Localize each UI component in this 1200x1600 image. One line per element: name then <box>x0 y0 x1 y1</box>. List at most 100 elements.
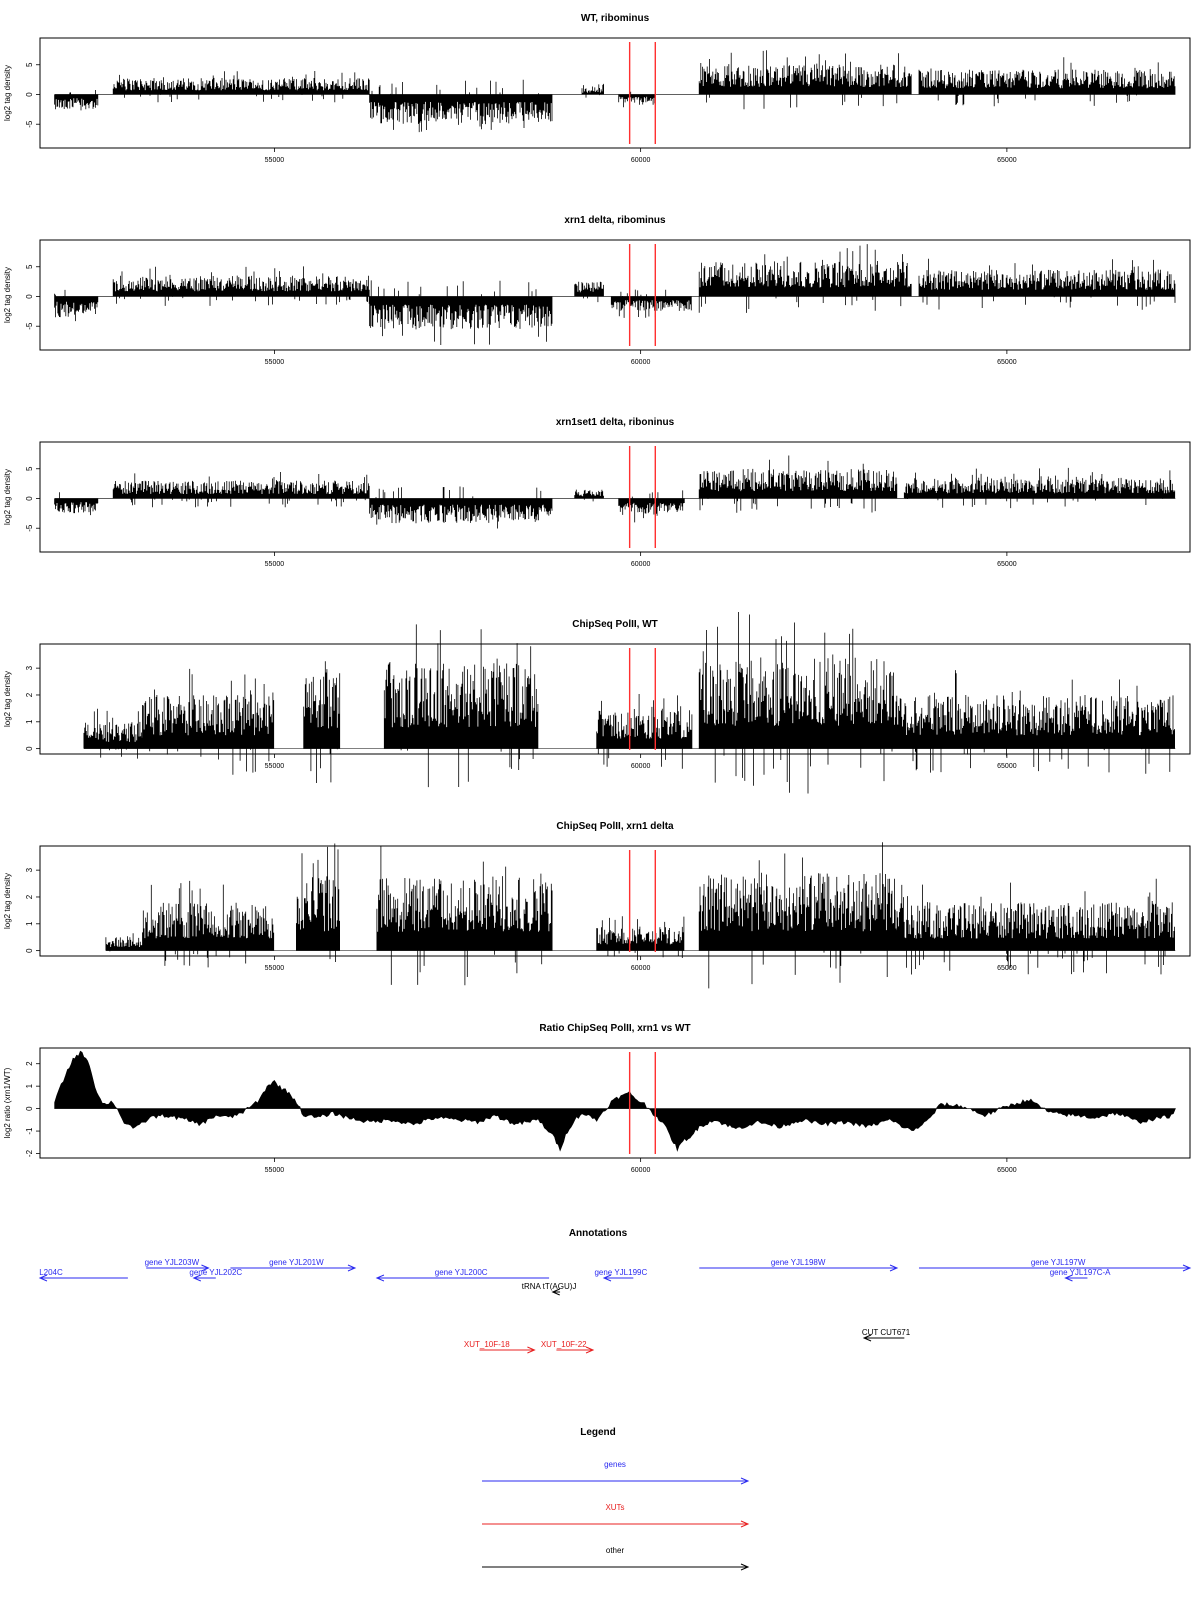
legend-arrow <box>482 1520 750 1528</box>
feature-arrow <box>862 1334 905 1342</box>
legend-entries: genes XUTs other <box>482 1460 750 1571</box>
data-marks <box>54 455 1176 529</box>
panel-title: xrn1 delta, ribominus <box>564 215 666 226</box>
feature-label: gene YJL201W <box>269 1258 324 1267</box>
x-tick-label: 55000 <box>265 157 285 164</box>
y-axis-label: log2 tag density <box>3 671 12 727</box>
y-tick-label: -5 <box>25 524 34 532</box>
panel-title: ChipSeq PolII, xrn1 delta <box>556 821 674 832</box>
feature-arrow <box>230 1264 357 1272</box>
track-panel-0: WT, ribominus log2 tag density -5 0 5 55000 60… <box>3 13 1191 164</box>
feature-arrow <box>192 1274 216 1282</box>
y-tick-label: 2 <box>25 1061 34 1066</box>
density-bars <box>54 50 1176 133</box>
data-marks <box>105 842 1176 989</box>
track-panel-1: xrn1 delta, ribominus log2 tag density -5 0… <box>3 215 1191 366</box>
y-axis-label: log2 tag density <box>3 469 12 525</box>
y-tick-label: 1 <box>25 1083 34 1088</box>
x-tick-label: 65000 <box>997 359 1017 366</box>
plot-frame <box>39 1047 1191 1159</box>
density-bars <box>105 842 1175 989</box>
feature-label: gene YJL199C <box>594 1268 647 1277</box>
plot-frame <box>39 643 1191 755</box>
y-tick-label: -5 <box>25 120 34 128</box>
plot-frame <box>39 441 1191 553</box>
plot-frame <box>39 239 1191 351</box>
x-tick-label: 65000 <box>997 965 1017 972</box>
feature-label: CUT CUT671 <box>862 1328 911 1337</box>
x-tick-label: 65000 <box>997 157 1017 164</box>
legend-arrow <box>482 1477 750 1485</box>
feature-arrow <box>699 1264 899 1272</box>
feature-arrow <box>602 1274 634 1282</box>
density-bars <box>54 455 1176 529</box>
y-tick-label: 1 <box>25 719 34 724</box>
feature-label: tRNA tT(AGU)J <box>522 1282 577 1291</box>
x-tick-label: 55000 <box>265 1167 285 1174</box>
feature-arrow <box>375 1274 550 1282</box>
y-tick-label: 0 <box>25 294 34 299</box>
feature-label: gene YJL202C <box>189 1268 242 1277</box>
x-tick-label: 60000 <box>631 157 651 164</box>
y-tick-label: 0 <box>25 92 34 97</box>
feature-label: gene YJL197C-A <box>1050 1268 1111 1277</box>
y-tick-label: 0 <box>25 496 34 501</box>
panel-title: xrn1set1 delta, riboninus <box>556 417 675 428</box>
track-panel-2: xrn1set1 delta, riboninus log2 tag densit… <box>3 417 1191 568</box>
x-tick-label: 60000 <box>631 763 651 770</box>
panel-title: ChipSeq PolII, WT <box>572 619 658 630</box>
data-marks <box>54 244 1176 345</box>
x-tick-label: 60000 <box>631 965 651 972</box>
x-tick-label: 55000 <box>265 561 285 568</box>
data-marks <box>54 1050 1176 1152</box>
feature-label: XUT_10F-18 <box>464 1340 510 1349</box>
legend-label: XUTs <box>605 1503 624 1512</box>
track-panel-5: Ratio ChipSeq PolII, xrn1 vs WT log2 rati… <box>3 1023 1191 1174</box>
y-tick-label: 1 <box>25 921 34 926</box>
track-panel-3: ChipSeq PolII, WT log2 tag density 0 1 2 3 550… <box>3 612 1191 794</box>
feature-arrow <box>479 1346 536 1354</box>
data-marks <box>54 50 1176 133</box>
x-tick-label: 65000 <box>997 1167 1017 1174</box>
legend-title: Legend <box>580 1427 616 1438</box>
y-tick-label: -5 <box>25 322 34 330</box>
plot-frame <box>39 37 1191 149</box>
feature-arrow <box>38 1274 128 1282</box>
feature-label: gene YJL203W <box>145 1258 200 1267</box>
x-tick-label: 65000 <box>997 763 1017 770</box>
y-tick-label: 5 <box>25 466 34 471</box>
y-axis-label: log2 tag density <box>3 65 12 121</box>
y-tick-label: 0 <box>25 746 34 751</box>
y-tick-label: 2 <box>25 692 34 697</box>
feature-label: gene YJL197W <box>1031 1258 1086 1267</box>
y-tick-label: 3 <box>25 665 34 670</box>
feature-arrow <box>1064 1274 1088 1282</box>
y-tick-label: -2 <box>25 1149 34 1157</box>
feature-arrow <box>146 1264 210 1272</box>
x-tick-label: 55000 <box>265 965 285 972</box>
plot-frame <box>39 845 1191 957</box>
y-axis-label: log2 ratio (xrn1/WT) <box>3 1067 12 1138</box>
legend: Legend genes XUTs other <box>482 1427 750 1571</box>
legend-label: genes <box>604 1460 626 1469</box>
feature-label: gene YJL200C <box>435 1268 488 1277</box>
x-tick-label: 60000 <box>631 359 651 366</box>
feature-label: gene YJL198W <box>771 1258 826 1267</box>
feature-arrow <box>556 1346 595 1354</box>
y-axis-label: log2 tag density <box>3 267 12 323</box>
y-tick-label: 5 <box>25 62 34 67</box>
annotations-title: Annotations <box>569 1228 628 1239</box>
x-tick-label: 60000 <box>631 1167 651 1174</box>
y-tick-label: 3 <box>25 867 34 872</box>
x-tick-label: 60000 <box>631 561 651 568</box>
x-tick-label: 55000 <box>265 763 285 770</box>
feature-arrow <box>551 1288 561 1296</box>
panel-title: Ratio ChipSeq PolII, xrn1 vs WT <box>539 1023 690 1034</box>
x-tick-label: 55000 <box>265 359 285 366</box>
y-tick-label: -1 <box>25 1127 34 1135</box>
y-tick-label: 0 <box>25 948 34 953</box>
